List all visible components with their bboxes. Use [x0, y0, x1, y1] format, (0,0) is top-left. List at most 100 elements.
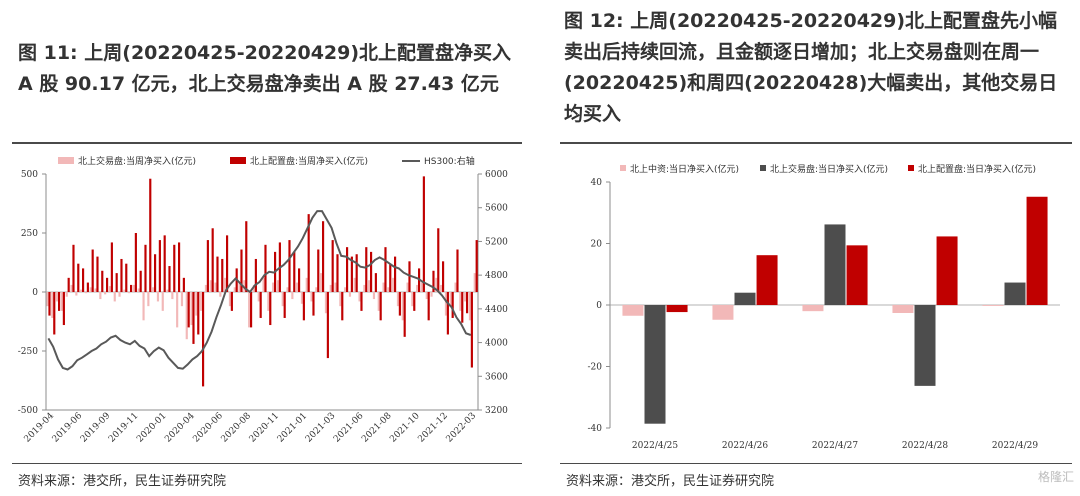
- x-tick-label: 2022/4/27: [812, 441, 858, 451]
- x-tick-label: 2019-06: [51, 411, 85, 445]
- trading-bar: [430, 292, 433, 297]
- trading-bar: [454, 282, 457, 292]
- trading-bar: [272, 282, 275, 292]
- trading-bar: [396, 292, 400, 307]
- trading-bar: [195, 292, 198, 316]
- right-y-tick-label: 5600: [485, 204, 508, 214]
- trading-bar: [89, 287, 92, 292]
- trading-bar: [243, 280, 246, 292]
- trading-bar: [180, 292, 184, 307]
- allocation-bar: [427, 292, 430, 321]
- total-bar: [982, 305, 1004, 306]
- trading-bar: [113, 292, 116, 302]
- allocation-bar: [62, 292, 65, 326]
- trading-bar: [392, 277, 395, 292]
- y-tick-label: 20: [591, 240, 603, 250]
- allocation-bar: [470, 292, 473, 368]
- x-tick-label: 2020-01: [135, 411, 169, 445]
- legend-swatch: [230, 157, 246, 164]
- trading-bar: [252, 284, 256, 292]
- allocation-bar: [115, 273, 118, 292]
- left-y-tick-label: 250: [21, 229, 38, 239]
- trading-bar: [152, 287, 155, 292]
- allocation-bar: [250, 292, 253, 328]
- legend-swatch: [620, 165, 626, 171]
- trading-bar: [444, 292, 448, 316]
- allocation-bar: [456, 249, 459, 292]
- allocation-bar: [298, 268, 301, 292]
- allocation-bar: [221, 258, 224, 292]
- allocation-bar: [96, 256, 99, 292]
- legend-label: 北上中资:当日净买入(亿元): [630, 163, 739, 175]
- trading-bar: [473, 273, 476, 292]
- allocation-bar: [168, 266, 171, 292]
- allocation-bar: [350, 256, 353, 292]
- x-tick-label: 2021-10: [388, 411, 422, 445]
- allocation-bar: [413, 292, 416, 311]
- legend-swatch: [908, 165, 914, 171]
- allocation-bar: [293, 251, 296, 292]
- trading-bar: [305, 277, 308, 292]
- trading-bar: [147, 292, 150, 307]
- trading-bar: [219, 292, 222, 297]
- trading-bar: [387, 287, 390, 292]
- allocation-bar: [245, 221, 248, 292]
- allocation-bar: [451, 292, 454, 318]
- right-y-tick-label: 3200: [485, 406, 508, 416]
- trading-bar: [224, 277, 227, 292]
- trading-bar: [286, 287, 289, 292]
- allocation-bar: [312, 292, 315, 316]
- allocation-bar: [67, 277, 70, 292]
- trading-bar: [377, 292, 380, 311]
- allocation-bar: [341, 292, 344, 321]
- trading-bar: [161, 292, 164, 311]
- allocation-bar: [466, 292, 469, 314]
- left-bottom-rule: [12, 463, 522, 464]
- allocation-bar: [370, 251, 373, 292]
- allocation-bar: [264, 244, 267, 292]
- allocation-bar: [360, 292, 363, 311]
- trading-bar: [300, 292, 304, 304]
- trading-bar: [104, 292, 107, 295]
- y-tick-label: -20: [588, 363, 603, 373]
- allocation-bar: [288, 240, 291, 292]
- trading-bar: [363, 284, 366, 292]
- allocation-bar: [432, 270, 435, 292]
- trading-bar: [315, 287, 318, 292]
- total-bar: [622, 305, 644, 316]
- allocation-bar: [269, 292, 272, 326]
- trading-bar: [185, 292, 188, 340]
- allocation-bar: [389, 263, 392, 292]
- trading-bar: [142, 292, 145, 321]
- trading-bar: [348, 292, 352, 297]
- trading-bar: [238, 282, 241, 292]
- trading-bar: [281, 292, 284, 307]
- trading-bar: [75, 292, 78, 296]
- trading-bar: [80, 289, 83, 292]
- allocation-bar: [846, 245, 868, 305]
- allocation-bar: [936, 236, 958, 305]
- watermark-logo: 格隆汇: [1037, 470, 1074, 484]
- right-y-tick-label: 6000: [485, 170, 508, 180]
- trading-bar: [464, 292, 467, 302]
- x-tick-label: 2021-06: [332, 411, 366, 445]
- left-weekly-chart: 北上交易盘:当周净买入(亿元) 北上配置盘:当周净买入(亿元) HS300:右轴 50…: [18, 155, 508, 445]
- allocation-bar: [91, 249, 94, 292]
- allocation-bar: [197, 292, 200, 335]
- y-tick-label: 0: [596, 301, 602, 311]
- allocation-bar: [384, 247, 387, 292]
- allocation-bar: [230, 292, 233, 311]
- allocation-bar: [48, 292, 51, 316]
- right-y-tick-label: 4800: [485, 271, 508, 281]
- allocation-bar: [394, 256, 397, 292]
- allocation-bar: [187, 292, 190, 328]
- trading-bar: [267, 292, 270, 311]
- trading-bar: [1004, 282, 1026, 305]
- trading-bar: [65, 292, 68, 297]
- trading-bar: [401, 292, 404, 321]
- right-bottom-rule: [560, 463, 1072, 464]
- trading-bar: [344, 287, 347, 292]
- allocation-bar: [403, 292, 406, 337]
- allocation-bar: [1026, 196, 1048, 305]
- allocation-bar: [101, 270, 104, 292]
